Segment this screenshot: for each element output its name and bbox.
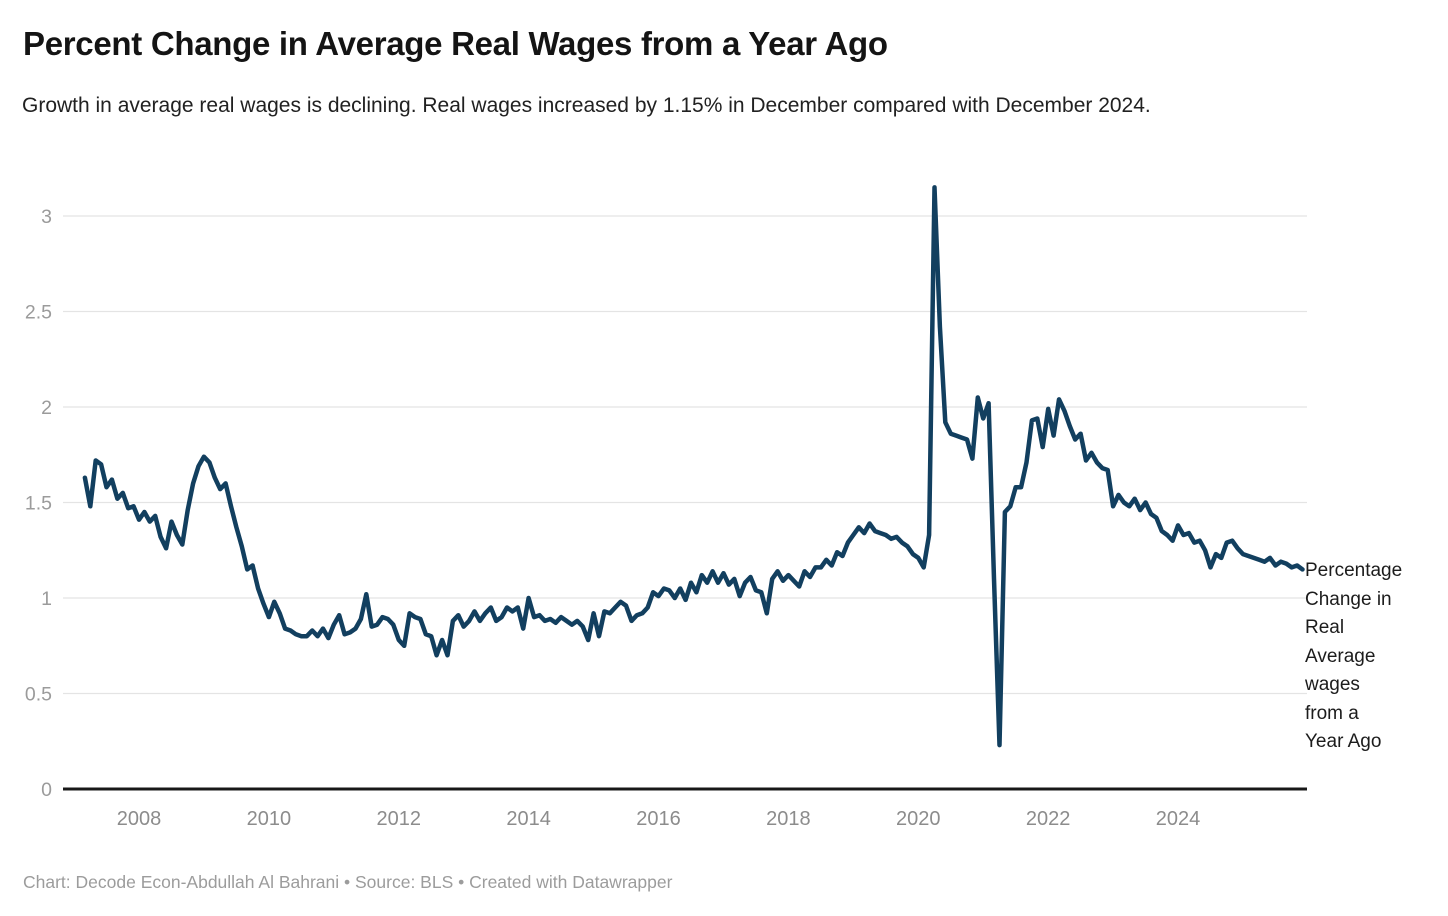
x-tick-label: 2016 [636, 808, 681, 830]
x-tick-label: 2018 [766, 808, 811, 830]
chart-byline: Chart: Decode Econ-Abdullah Al Bahrani •… [23, 872, 673, 892]
x-tick-label: 2008 [117, 808, 162, 830]
x-tick-label: 2020 [896, 808, 941, 830]
chart-subtitle: Growth in average real wages is declinin… [22, 94, 1151, 117]
series-label: Percentage Change in Real Average wages … [1305, 557, 1409, 757]
series-label-line: Average [1305, 645, 1376, 667]
y-tick-label: 2 [41, 397, 52, 419]
wage-growth-line [82, 185, 1305, 748]
y-tick-label: 2.5 [25, 301, 52, 323]
x-tick-label: 2014 [506, 808, 551, 830]
y-tick-label: 1 [41, 588, 52, 610]
page-title: Percent Change in Average Real Wages fro… [23, 25, 888, 62]
y-tick-label: 0 [41, 779, 52, 801]
y-tick-label: 0.5 [25, 683, 52, 705]
x-tick-label: 2022 [1026, 808, 1071, 830]
series-label-line: Real [1305, 617, 1345, 638]
series-label-line: Percentage [1305, 560, 1403, 581]
series-label-line: wages [1305, 674, 1360, 695]
series-label-line: Change in [1305, 588, 1392, 610]
y-tick-label: 3 [41, 206, 52, 228]
series-label-line: from a [1305, 702, 1359, 724]
x-tick-label: 2010 [247, 808, 292, 830]
x-tick-label: 2012 [377, 808, 422, 830]
x-tick-label: 2024 [1156, 808, 1201, 830]
y-tick-label: 1.5 [25, 492, 52, 514]
series-label-line: Year Ago [1305, 731, 1382, 752]
